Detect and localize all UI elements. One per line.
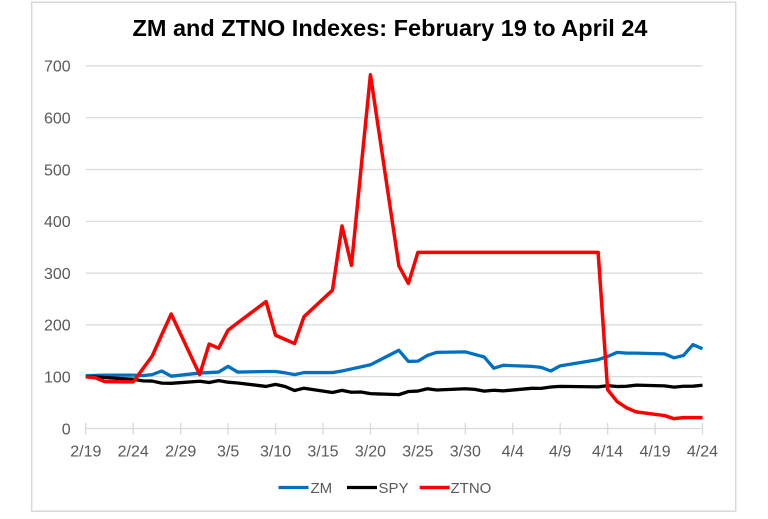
svg-text:ZM: ZM bbox=[311, 480, 333, 497]
svg-text:300: 300 bbox=[44, 266, 71, 283]
svg-text:3/30: 3/30 bbox=[450, 444, 481, 461]
svg-text:ZTNO: ZTNO bbox=[451, 480, 492, 497]
svg-text:3/25: 3/25 bbox=[402, 444, 433, 461]
svg-text:600: 600 bbox=[44, 111, 71, 128]
svg-text:3/15: 3/15 bbox=[307, 444, 338, 461]
svg-text:400: 400 bbox=[44, 214, 71, 231]
svg-text:200: 200 bbox=[44, 318, 71, 335]
svg-text:4/9: 4/9 bbox=[549, 444, 571, 461]
svg-text:3/5: 3/5 bbox=[217, 444, 239, 461]
svg-text:4/14: 4/14 bbox=[592, 444, 623, 461]
svg-text:2/29: 2/29 bbox=[165, 444, 196, 461]
svg-text:SPY: SPY bbox=[379, 480, 409, 497]
svg-text:4/19: 4/19 bbox=[639, 444, 670, 461]
svg-text:500: 500 bbox=[44, 162, 71, 179]
svg-text:2/19: 2/19 bbox=[70, 444, 101, 461]
svg-text:3/20: 3/20 bbox=[355, 444, 386, 461]
svg-text:700: 700 bbox=[44, 59, 71, 76]
svg-text:4/4: 4/4 bbox=[502, 444, 524, 461]
svg-text:ZM and ZTNO Indexes: February: ZM and ZTNO Indexes: February 19 to Apri… bbox=[133, 15, 648, 41]
svg-text:4/24: 4/24 bbox=[687, 444, 718, 461]
svg-text:100: 100 bbox=[44, 370, 71, 387]
svg-text:0: 0 bbox=[62, 421, 71, 438]
svg-text:3/10: 3/10 bbox=[260, 444, 291, 461]
svg-text:2/24: 2/24 bbox=[118, 444, 149, 461]
